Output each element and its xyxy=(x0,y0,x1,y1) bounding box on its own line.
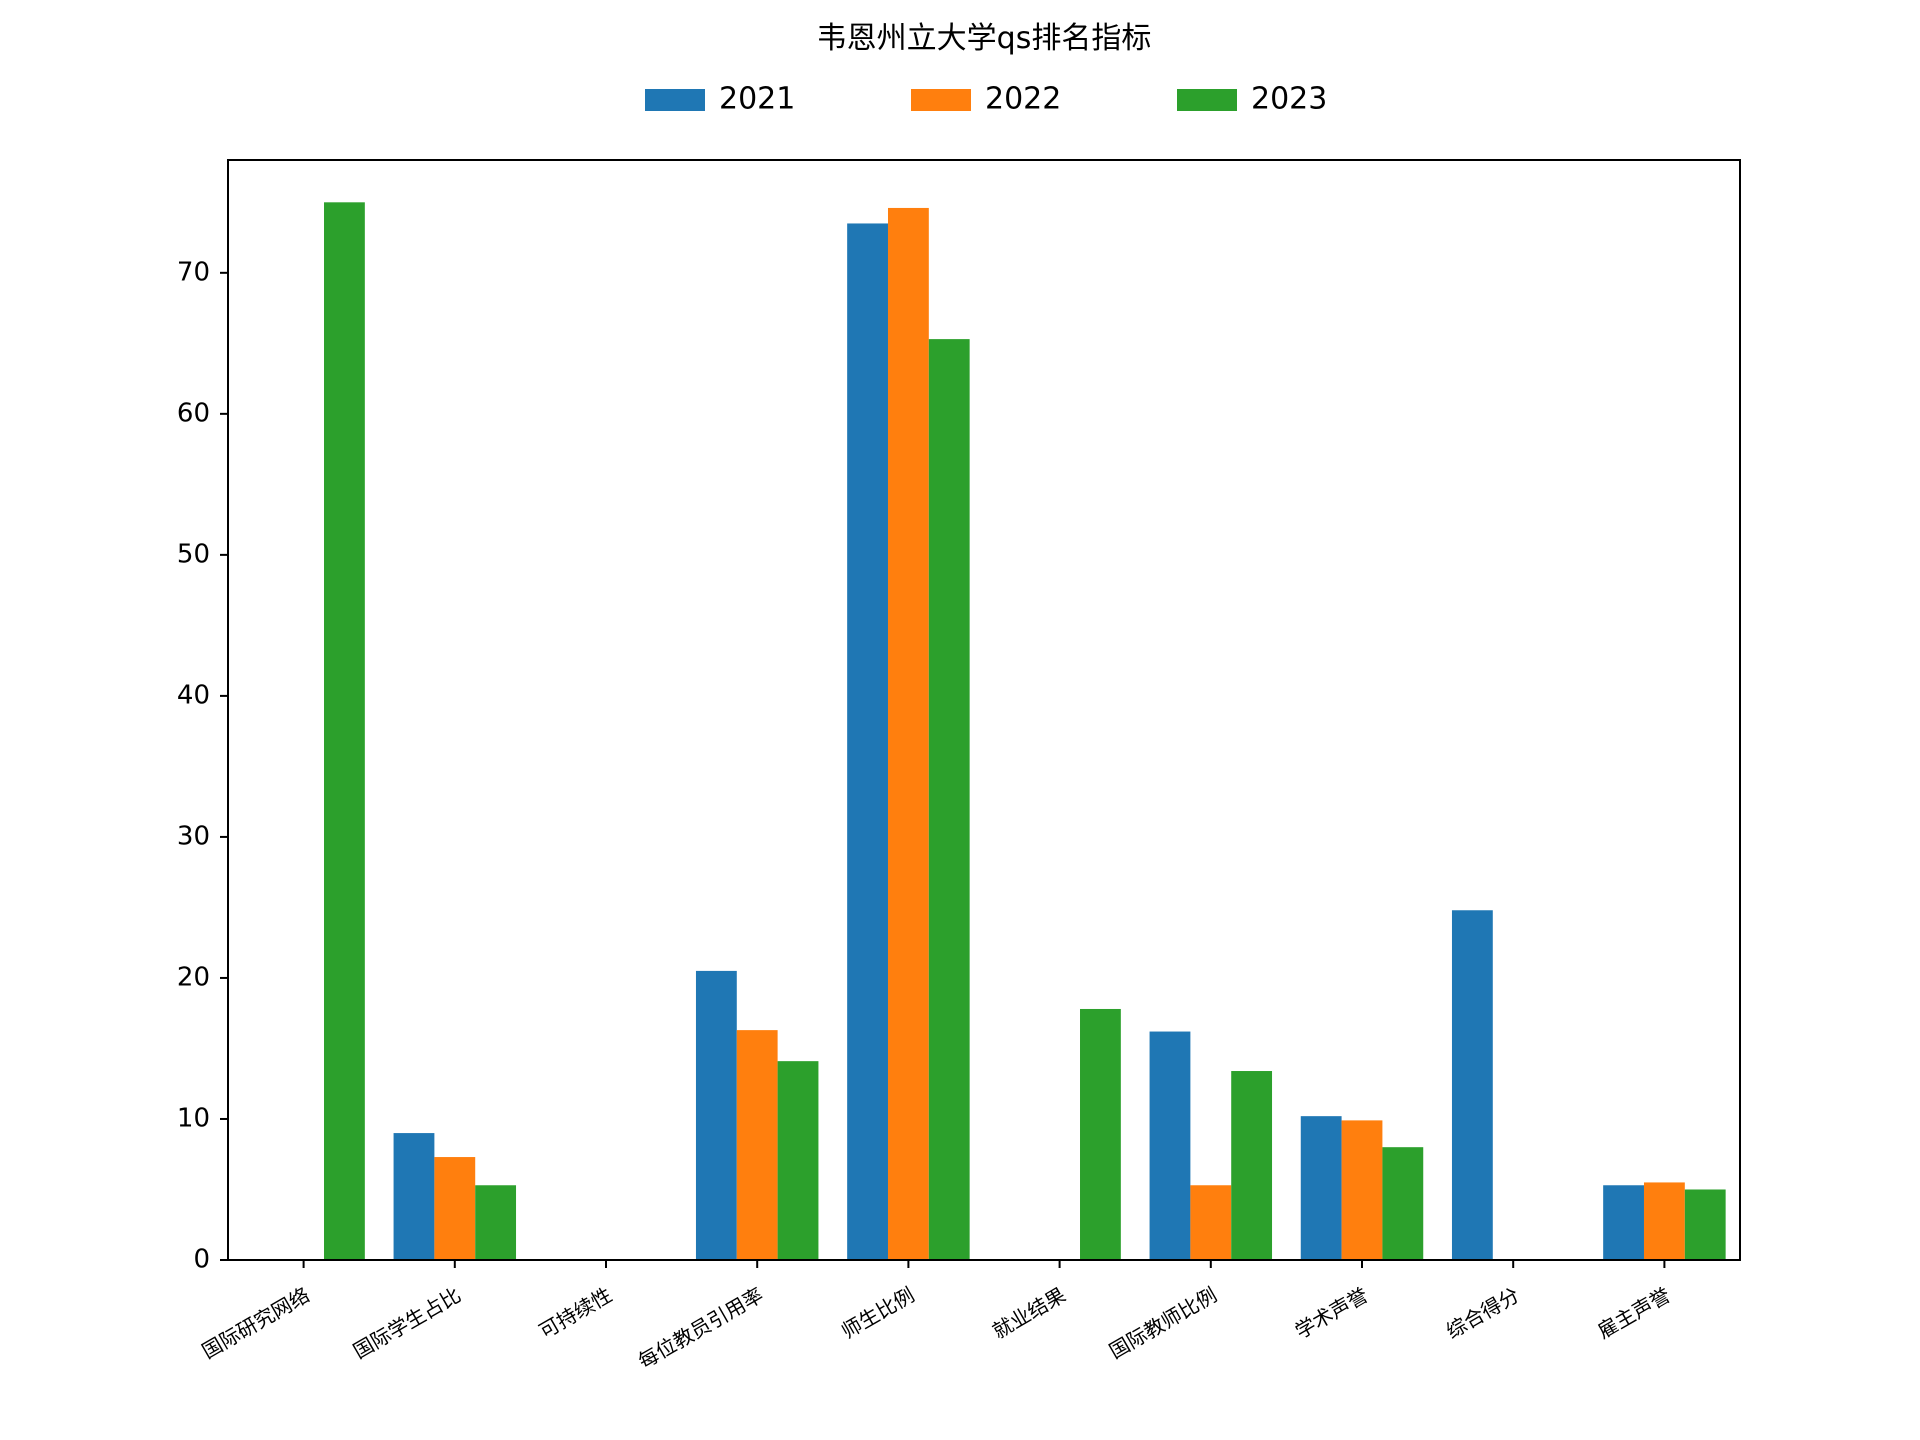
xtick-label: 可持续性 xyxy=(535,1283,616,1344)
legend-label: 2022 xyxy=(985,82,1061,117)
legend-swatch xyxy=(1177,89,1237,111)
bar xyxy=(1603,1185,1644,1260)
bar xyxy=(1685,1189,1726,1260)
xtick-label: 综合得分 xyxy=(1442,1283,1523,1344)
bar xyxy=(1231,1071,1272,1260)
bar xyxy=(1382,1147,1423,1260)
xtick-label: 每位教员引用率 xyxy=(634,1283,767,1374)
bar xyxy=(475,1185,516,1260)
xtick-label: 学术声誉 xyxy=(1291,1283,1372,1344)
xtick-label: 国际学生占比 xyxy=(349,1283,465,1364)
ytick-label: 10 xyxy=(177,1103,210,1133)
plot-border xyxy=(228,160,1740,1260)
bar xyxy=(888,208,929,1260)
bar xyxy=(1342,1120,1383,1260)
bar xyxy=(1080,1009,1121,1260)
xtick-label: 雇主声誉 xyxy=(1593,1283,1674,1344)
bar xyxy=(394,1133,435,1260)
ytick-label: 70 xyxy=(177,257,210,287)
bars xyxy=(324,202,1726,1260)
ytick-label: 0 xyxy=(193,1245,210,1275)
xtick-label: 国际研究网络 xyxy=(198,1283,314,1364)
legend-swatch xyxy=(645,89,705,111)
xtick-label: 国际教师比例 xyxy=(1105,1283,1221,1364)
chart-container: 韦恩州立大学qs排名指标 2021 2022 2023 0 10 20 30 40 50 60 70 国… xyxy=(0,0,1920,1440)
bar xyxy=(778,1061,819,1260)
legend: 2021 2022 2023 xyxy=(645,82,1327,117)
xtick-label: 师生比例 xyxy=(837,1283,918,1344)
ytick-label: 20 xyxy=(177,962,210,992)
xtick-label: 就业结果 xyxy=(988,1283,1069,1344)
ytick-label: 30 xyxy=(177,821,210,851)
ytick-label: 50 xyxy=(177,539,210,569)
legend-swatch xyxy=(911,89,971,111)
bar xyxy=(324,202,365,1260)
x-axis: 国际研究网络国际学生占比 可持续性每位教员引用率 师生比例 就业结果国际教师比例 学术声… xyxy=(198,1260,1675,1373)
bar xyxy=(1452,910,1493,1260)
bar xyxy=(434,1157,475,1260)
bar xyxy=(1150,1032,1191,1260)
bar xyxy=(1644,1182,1685,1260)
bar xyxy=(696,971,737,1260)
chart-title: 韦恩州立大学qs排名指标 xyxy=(817,21,1152,56)
ytick-label: 40 xyxy=(177,680,210,710)
ytick-label: 60 xyxy=(177,398,210,428)
bar xyxy=(847,223,888,1260)
y-axis: 0 10 20 30 40 50 60 70 xyxy=(177,257,228,1274)
bar xyxy=(737,1030,778,1260)
bar xyxy=(1190,1185,1231,1260)
legend-label: 2021 xyxy=(719,82,795,117)
legend-label: 2023 xyxy=(1251,82,1327,117)
bar xyxy=(1301,1116,1342,1260)
bar xyxy=(929,339,970,1260)
